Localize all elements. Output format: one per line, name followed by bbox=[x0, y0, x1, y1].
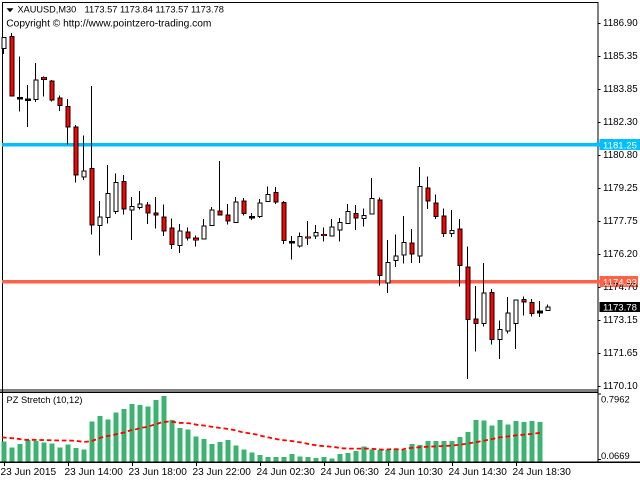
svg-text:1185.35: 1185.35 bbox=[603, 51, 638, 62]
svg-text:23 Jun 18:00: 23 Jun 18:00 bbox=[129, 467, 188, 478]
svg-text:1173.57 1173.84 1173.57 1173.7: 1173.57 1173.84 1173.57 1173.78 bbox=[85, 5, 224, 15]
svg-text:1186.90: 1186.90 bbox=[603, 18, 638, 29]
svg-text:XAUUSD,M30: XAUUSD,M30 bbox=[18, 5, 77, 15]
svg-text:23 Jun 22:00: 23 Jun 22:00 bbox=[193, 467, 252, 478]
svg-text:1181.25: 1181.25 bbox=[603, 140, 637, 151]
svg-text:Copyright © http://www.pointze: Copyright © http://www.pointzero-trading… bbox=[6, 18, 211, 29]
svg-text:23 Jun 14:00: 23 Jun 14:00 bbox=[65, 467, 124, 478]
svg-text:1182.30: 1182.30 bbox=[603, 117, 638, 128]
svg-text:0.7962: 0.7962 bbox=[601, 393, 630, 404]
svg-text:1173.15: 1173.15 bbox=[603, 315, 638, 326]
svg-text:1173.78: 1173.78 bbox=[603, 303, 637, 314]
svg-text:24 Jun 06:30: 24 Jun 06:30 bbox=[321, 467, 380, 478]
svg-text:1179.25: 1179.25 bbox=[603, 183, 638, 194]
svg-text:1177.75: 1177.75 bbox=[603, 216, 638, 227]
svg-text:24 Jun 18:30: 24 Jun 18:30 bbox=[513, 467, 572, 478]
svg-text:1180.80: 1180.80 bbox=[603, 150, 638, 161]
svg-text:24 Jun 14:30: 24 Jun 14:30 bbox=[449, 467, 508, 478]
svg-text:1171.65: 1171.65 bbox=[603, 348, 638, 359]
svg-text:1170.10: 1170.10 bbox=[603, 381, 638, 392]
svg-text:24 Jun 10:30: 24 Jun 10:30 bbox=[385, 467, 444, 478]
svg-text:24 Jun 02:30: 24 Jun 02:30 bbox=[257, 467, 316, 478]
svg-text:1183.85: 1183.85 bbox=[603, 84, 638, 95]
svg-text:PZ Stretch (10,12): PZ Stretch (10,12) bbox=[7, 395, 83, 405]
svg-text:1174.93: 1174.93 bbox=[603, 277, 637, 288]
svg-text:0.0669: 0.0669 bbox=[601, 450, 630, 461]
svg-text:1174.70: 1174.70 bbox=[603, 282, 638, 293]
svg-text:1176.20: 1176.20 bbox=[603, 249, 638, 260]
svg-text:23 Jun 2015: 23 Jun 2015 bbox=[1, 467, 57, 478]
